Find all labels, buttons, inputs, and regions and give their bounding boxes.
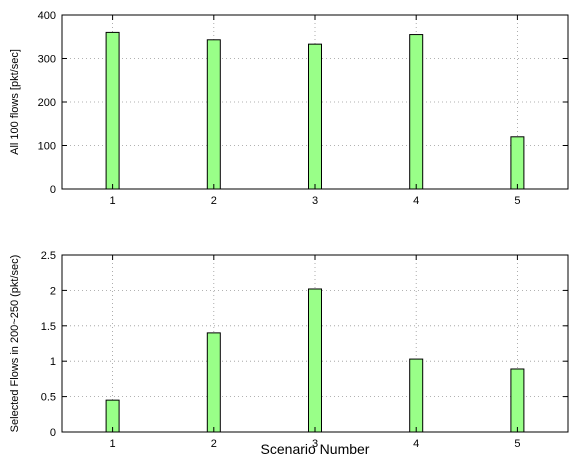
x-tick-label: 3 xyxy=(312,195,318,207)
bar-scenario-3 xyxy=(308,288,322,433)
y-tick-label: 0 xyxy=(50,184,56,196)
y-tick-label: 200 xyxy=(38,97,56,109)
y-tick-label: 400 xyxy=(38,10,56,22)
y-tick-label: 0 xyxy=(50,427,56,439)
bar-scenario-4 xyxy=(409,358,424,433)
bar-scenario-5 xyxy=(510,368,525,433)
bar-scenario-1 xyxy=(105,31,120,190)
x-axis-label: Scenario Number xyxy=(261,441,370,457)
bar-scenario-4 xyxy=(409,34,424,190)
x-tick-label: 1 xyxy=(110,195,116,207)
y-axis-label: All 100 flows [pkt/sec] xyxy=(9,49,21,155)
x-tick-label: 4 xyxy=(413,438,419,450)
bar-scenario-5 xyxy=(510,136,525,190)
x-tick-label: 2 xyxy=(211,195,217,207)
y-tick-label: 100 xyxy=(38,141,56,153)
y-tick-label: 1.5 xyxy=(41,321,56,333)
bar-scenario-2 xyxy=(206,332,221,433)
chart-top: 0 100 200 300 400 1 2 3 4 5 All 100 flows [pkt/sec… xyxy=(9,10,569,207)
y-tick-label: 300 xyxy=(38,54,56,66)
x-tick-label: 1 xyxy=(110,438,116,450)
y-axis-label: Selected Flows in 200~250 (pkt/sec) xyxy=(9,255,21,433)
y-tick-label: 0.5 xyxy=(41,392,56,404)
x-tick-label: 3 xyxy=(312,438,318,450)
x-tick-label: 4 xyxy=(413,195,419,207)
bar-scenario-2 xyxy=(206,39,221,190)
y-tick-label: 2.5 xyxy=(41,250,56,262)
bar-scenario-3 xyxy=(308,43,322,190)
y-tick-label: 1 xyxy=(50,356,56,368)
chart-bottom: 0 0.5 1 1.5 2 2.5 1 2 3 4 5 Selected Flows in 200~2… xyxy=(9,250,569,457)
x-tick-label: 5 xyxy=(514,195,520,207)
x-tick-label: 5 xyxy=(514,438,520,450)
y-tick-label: 2 xyxy=(50,285,56,297)
x-tick-label: 2 xyxy=(211,438,217,450)
